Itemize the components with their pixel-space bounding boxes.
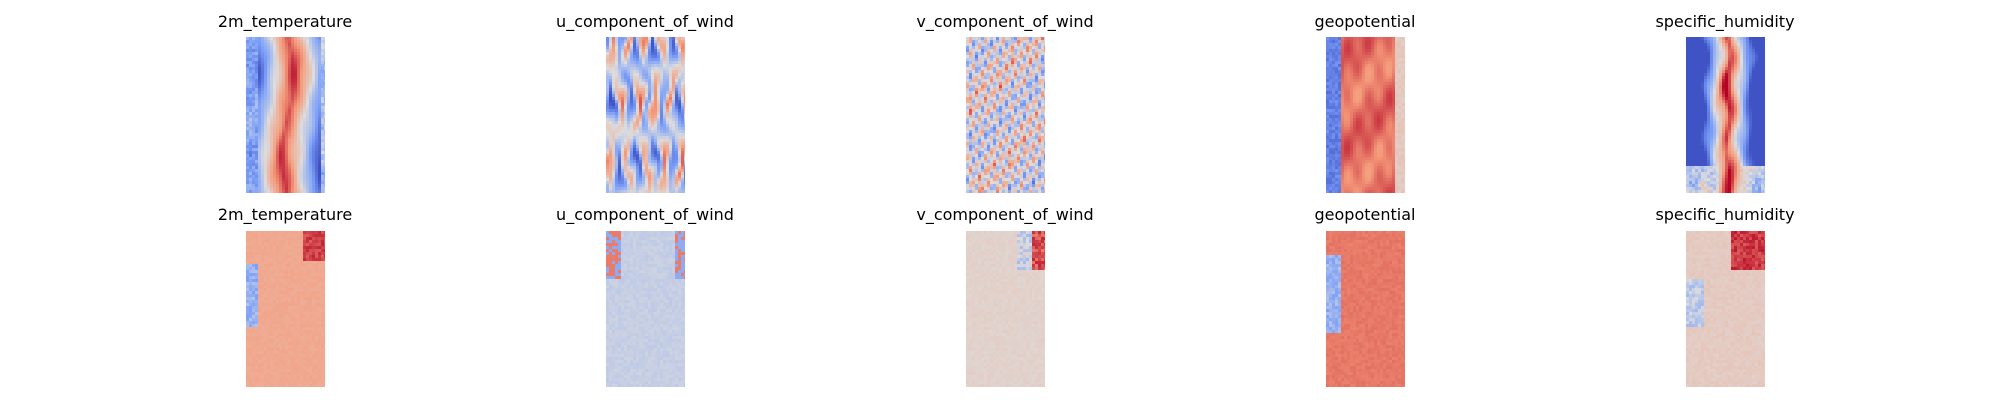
heatmap-image bbox=[1326, 37, 1405, 193]
heatmap-image bbox=[606, 231, 685, 387]
panel-title: specific_humidity bbox=[1655, 205, 1795, 224]
panel-title: geopotential bbox=[1314, 205, 1416, 224]
panel-title: v_component_of_wind bbox=[916, 12, 1094, 31]
heatmap-panel bbox=[606, 37, 685, 193]
heatmap-panel bbox=[1326, 231, 1405, 387]
heatmap-image bbox=[966, 231, 1045, 387]
panel-title: u_component_of_wind bbox=[556, 205, 734, 224]
heatmap-image bbox=[1686, 231, 1765, 387]
heatmap-panel bbox=[1326, 37, 1405, 193]
panel-title: u_component_of_wind bbox=[556, 12, 734, 31]
heatmap-panel bbox=[966, 37, 1045, 193]
panel-title: geopotential bbox=[1314, 12, 1416, 31]
heatmap-image bbox=[1326, 231, 1405, 387]
heatmap-image bbox=[1686, 37, 1765, 193]
heatmap-panel bbox=[246, 231, 325, 387]
heatmap-panel bbox=[966, 231, 1045, 387]
panel-title: specific_humidity bbox=[1655, 12, 1795, 31]
heatmap-image bbox=[966, 37, 1045, 193]
heatmap-image bbox=[246, 231, 325, 387]
panel-title: 2m_temperature bbox=[217, 205, 353, 224]
heatmap-panel bbox=[1686, 37, 1765, 193]
panel-title: v_component_of_wind bbox=[916, 205, 1094, 224]
panel-title: 2m_temperature bbox=[217, 12, 353, 31]
heatmap-panel bbox=[1686, 231, 1765, 387]
heatmap-image bbox=[246, 37, 325, 193]
heatmap-panel bbox=[606, 231, 685, 387]
heatmap-image bbox=[606, 37, 685, 193]
heatmap-panel bbox=[246, 37, 325, 193]
